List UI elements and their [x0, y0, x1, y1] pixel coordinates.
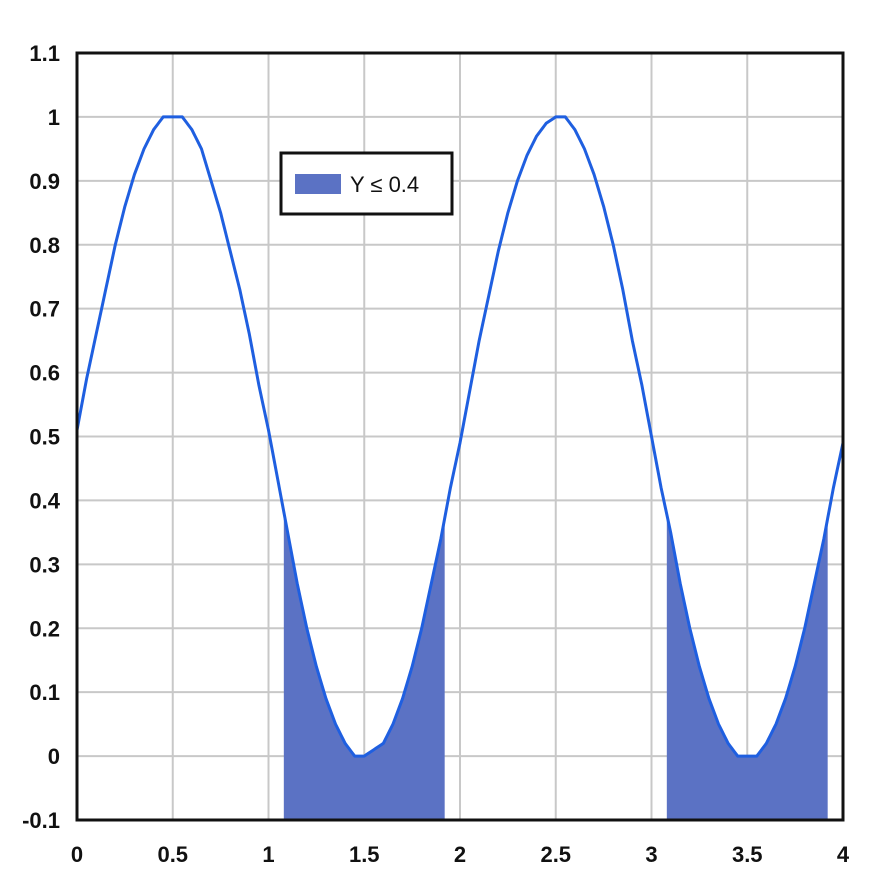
x-tick-label: 1 [262, 842, 274, 867]
y-tick-label: 0.4 [29, 488, 60, 513]
x-tick-label: 1.5 [349, 842, 380, 867]
x-tick-label: 0.5 [157, 842, 188, 867]
y-tick-label: 0.1 [29, 680, 60, 705]
y-tick-label: 0.5 [29, 425, 60, 450]
y-tick-label: 0 [48, 744, 60, 769]
x-tick-label: 2 [454, 842, 466, 867]
area-fill-layer [283, 511, 828, 820]
tick-labels: 0 0.5 1 1.5 2 2.5 3 3.5 4 1.1 1 0.9 0.8 0.7 0.6 0.5 0.4 0… [22, 41, 850, 867]
y-tick-label: 0.8 [29, 233, 60, 258]
legend: Y ≤ 0.4 [279, 151, 454, 216]
x-tick-label: 3 [645, 842, 657, 867]
y-tick-label: 0.9 [29, 169, 60, 194]
y-tick-label: 0.6 [29, 361, 60, 386]
y-tick-label: -0.1 [22, 808, 60, 833]
shaded-region [666, 514, 828, 820]
line-series-layer [75, 115, 845, 758]
line-series [75, 115, 845, 758]
x-tick-label: 4 [837, 842, 850, 867]
y-tick-label: 0.3 [29, 552, 60, 577]
y-tick-label: 0.7 [29, 297, 60, 322]
y-tick-label: 1.1 [29, 41, 60, 66]
legend-swatch [295, 174, 341, 194]
plot-frame [75, 51, 845, 822]
legend-label: Y ≤ 0.4 [350, 172, 419, 197]
x-tick-label: 0 [71, 842, 83, 867]
x-tick-label: 3.5 [732, 842, 763, 867]
shaded-region [283, 511, 445, 820]
y-tick-label: 0.2 [29, 616, 60, 641]
y-tick-label: 1 [48, 105, 60, 130]
x-tick-label: 2.5 [540, 842, 571, 867]
